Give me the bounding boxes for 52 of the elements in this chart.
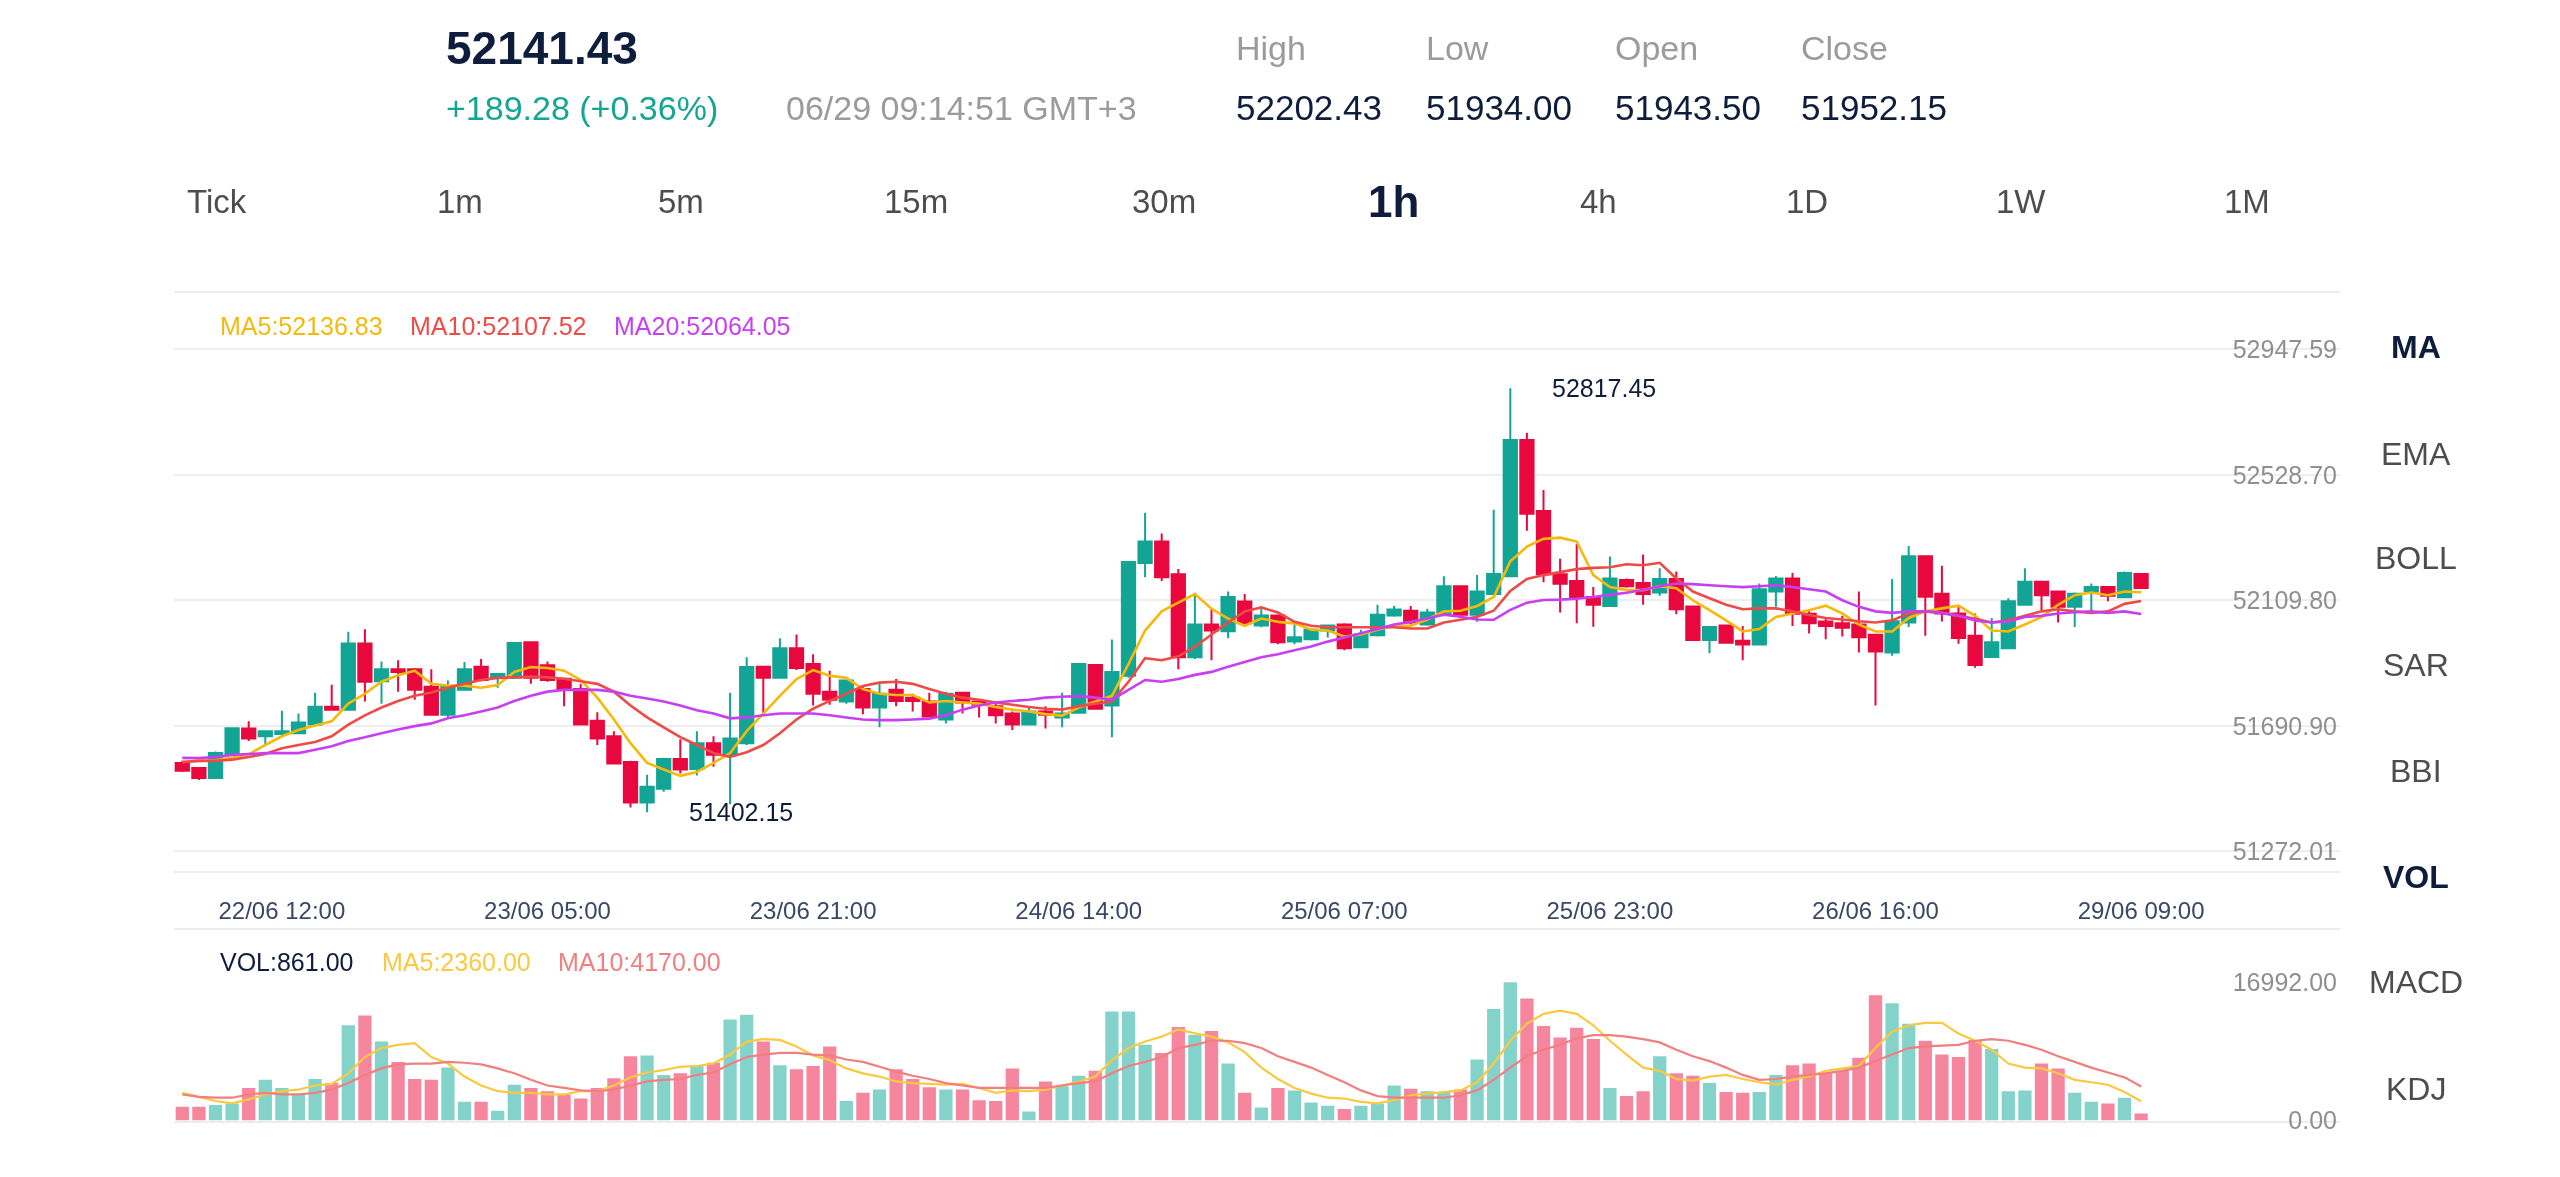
text: +189.28 (+0.36%) bbox=[446, 89, 719, 127]
text: High bbox=[1236, 29, 1306, 67]
text: Tick bbox=[187, 183, 247, 220]
x-tick-label: 25/06 23:00 bbox=[1546, 897, 1674, 925]
annotation: 51402.15 bbox=[689, 798, 794, 826]
text: 52141.43 bbox=[446, 22, 638, 74]
y-tick-label: 0.00 bbox=[2288, 1106, 2337, 1135]
y-tick-label: 52109.80 bbox=[2232, 586, 2337, 615]
text: Open bbox=[1615, 29, 1699, 67]
text: MA10:52107.52 bbox=[410, 312, 587, 340]
text: BBI bbox=[2390, 753, 2442, 789]
text: EMA bbox=[2381, 436, 2451, 472]
y-tick-label: 51272.01 bbox=[2232, 837, 2337, 866]
x-tick-label: 26/06 16:00 bbox=[1812, 897, 1939, 925]
x-tick-label: 24/06 14:00 bbox=[1015, 897, 1143, 925]
text: 1W bbox=[1996, 183, 2047, 220]
text: 1h bbox=[1368, 177, 1420, 226]
text: MA20:52064.05 bbox=[614, 312, 791, 340]
text: MA5:2360.00 bbox=[382, 948, 531, 976]
text: MACD bbox=[2369, 964, 2464, 1000]
text: BOLL bbox=[2375, 540, 2457, 576]
text: 51952.15 bbox=[1801, 88, 1947, 127]
text: 5m bbox=[658, 183, 704, 220]
x-tick-label: 29/06 09:00 bbox=[2077, 897, 2205, 925]
text: SAR bbox=[2383, 647, 2449, 683]
text: 52202.43 bbox=[1236, 88, 1382, 127]
text: 1M bbox=[2224, 183, 2270, 220]
y-tick-label: 52528.70 bbox=[2232, 460, 2337, 489]
text: 30m bbox=[1132, 183, 1197, 220]
x-tick-label: 23/06 21:00 bbox=[749, 897, 877, 925]
series-label: VOL:861.00 bbox=[220, 948, 354, 976]
text: 4h bbox=[1580, 183, 1617, 220]
text: Low bbox=[1426, 29, 1489, 67]
text: MA10:4170.00 bbox=[558, 948, 721, 976]
text: 51943.50 bbox=[1615, 88, 1761, 127]
text: Close bbox=[1801, 29, 1888, 67]
text: KDJ bbox=[2386, 1071, 2447, 1107]
text: 1m bbox=[437, 183, 483, 220]
y-tick-label: 52947.59 bbox=[2232, 335, 2337, 364]
x-tick-label: 22/06 12:00 bbox=[218, 897, 346, 925]
text: 1D bbox=[1786, 183, 1829, 220]
text: 51934.00 bbox=[1426, 88, 1572, 127]
text: 06/29 09:14:51 GMT+3 bbox=[786, 89, 1137, 127]
x-tick-label: 25/06 07:00 bbox=[1280, 897, 1408, 925]
x-tick-label: 23/06 05:00 bbox=[484, 897, 611, 925]
annotation: 52817.45 bbox=[1552, 374, 1657, 402]
y-tick-label: 16992.00 bbox=[2232, 967, 2337, 996]
text: 15m bbox=[884, 183, 949, 220]
text: MA5:52136.83 bbox=[220, 312, 383, 340]
text: VOL bbox=[2383, 859, 2449, 895]
y-tick-label: 51690.90 bbox=[2232, 711, 2337, 740]
text: MA bbox=[2391, 329, 2441, 365]
